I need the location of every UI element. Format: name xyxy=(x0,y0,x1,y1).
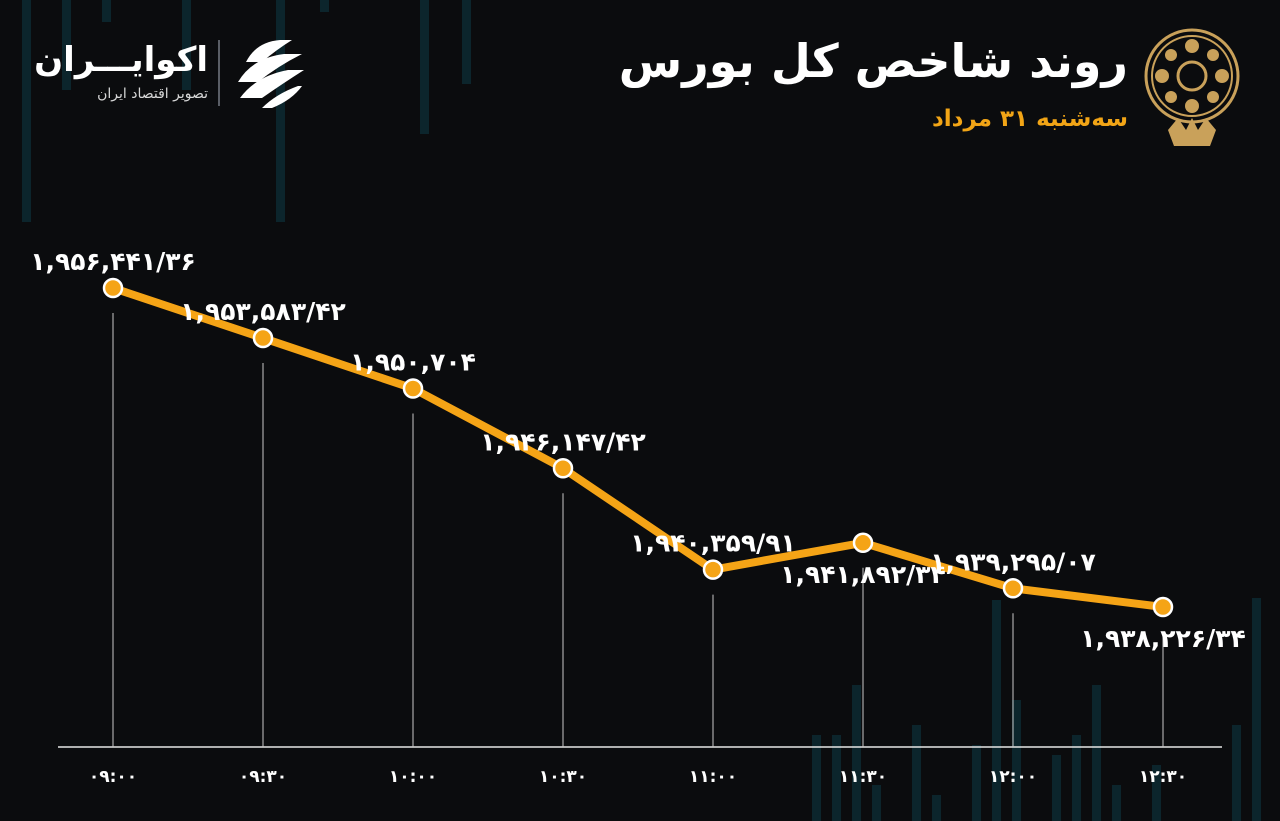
data-point xyxy=(1004,579,1022,597)
data-point xyxy=(1154,598,1172,616)
data-point xyxy=(704,561,722,579)
data-label: ۱,۹۵۶,۴۴۱/۳۶ xyxy=(30,247,195,276)
stock-exchange-seal-icon xyxy=(1140,26,1244,150)
data-point xyxy=(254,329,272,347)
data-label: ۱,۹۴۱,۸۹۲/۳۴ xyxy=(780,560,945,589)
x-tick-label: ۱۱:۰۰ xyxy=(689,767,737,787)
brand-divider xyxy=(218,40,220,106)
x-tick-label: ۱۲:۰۰ xyxy=(989,767,1037,787)
brand-tagline: تصویر اقتصاد ایران xyxy=(97,86,208,102)
data-point xyxy=(854,534,872,552)
page-date: سه‌شنبه ۳۱ مرداد xyxy=(932,106,1128,132)
x-tick-label: ۰۹:۰۰ xyxy=(89,767,137,787)
data-label: ۱,۹۵۳,۵۸۳/۴۲ xyxy=(180,297,345,326)
x-tick-label: ۱۲:۳۰ xyxy=(1139,767,1187,787)
page-title: روند شاخص کل بورس xyxy=(619,34,1128,88)
data-label: ۱,۹۳۹,۲۹۵/۰۷ xyxy=(930,547,1095,576)
x-tick-label: ۰۹:۳۰ xyxy=(239,767,287,787)
data-label: ۱,۹۳۸,۲۲۶/۳۴ xyxy=(1080,624,1245,653)
data-point xyxy=(404,379,422,397)
data-label: ۱,۹۴۰,۳۵۹/۹۱ xyxy=(630,529,795,558)
x-tick-label: ۱۰:۳۰ xyxy=(539,767,587,787)
data-label: ۱,۹۴۶,۱۴۷/۴۲ xyxy=(480,427,645,456)
brand-name: اکوایـــران xyxy=(34,40,208,80)
data-label: ۱,۹۵۰,۷۰۴ xyxy=(350,347,476,376)
ecoiran-logo-icon xyxy=(232,36,308,110)
x-tick-label: ۱۱:۳۰ xyxy=(839,767,887,787)
x-tick-label: ۱۰:۰۰ xyxy=(389,767,437,787)
data-point xyxy=(104,279,122,297)
data-point xyxy=(554,459,572,477)
